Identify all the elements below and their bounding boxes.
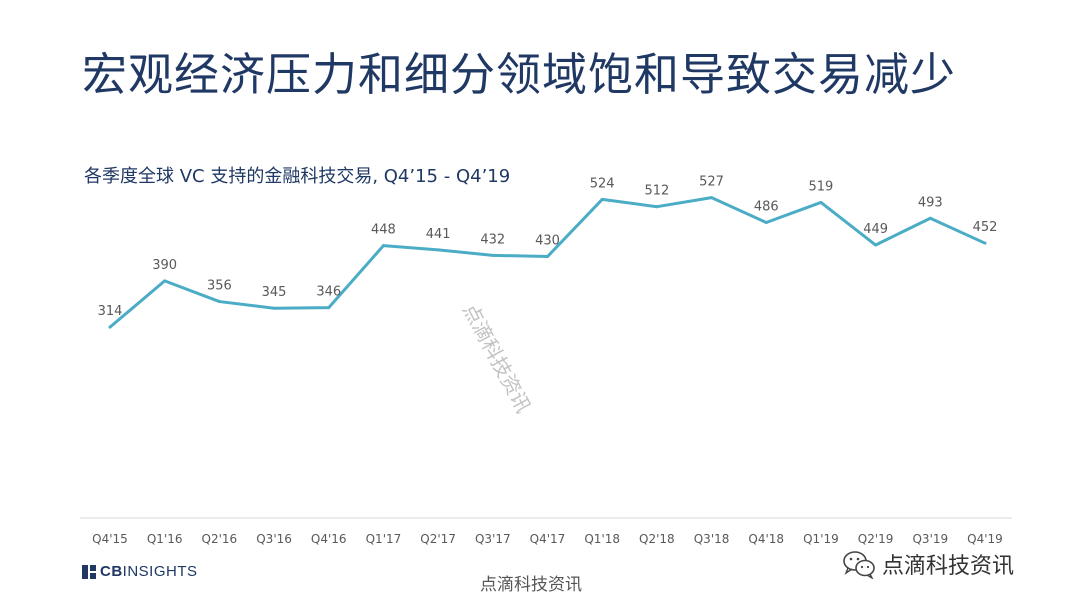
data-point — [819, 200, 823, 204]
data-point — [710, 196, 714, 200]
data-point — [327, 306, 331, 310]
wechat-icon — [843, 551, 875, 579]
x-tick-label: Q2'18 — [639, 532, 675, 546]
data-label: 527 — [699, 175, 724, 190]
x-tick-label: Q2'19 — [858, 532, 894, 546]
data-label: 524 — [590, 176, 615, 191]
page-title: 宏观经济压力和细分领域饱和导致交易减少 — [82, 48, 957, 101]
data-label: 493 — [918, 195, 943, 210]
data-label: 448 — [371, 223, 396, 238]
x-tick-label: Q4'18 — [748, 532, 784, 546]
x-tick-label: Q1'19 — [803, 532, 839, 546]
data-point — [928, 216, 932, 220]
data-label: 449 — [863, 222, 888, 237]
wechat-account-name: 点滴科技资讯 — [882, 554, 1015, 579]
data-point — [217, 300, 221, 304]
x-tick-label: Q3'17 — [475, 532, 511, 546]
data-label: 486 — [754, 200, 779, 215]
data-label: 441 — [426, 227, 451, 242]
data-point — [108, 325, 112, 329]
series-line — [109, 196, 986, 329]
data-point — [163, 279, 167, 283]
data-point — [764, 221, 768, 225]
wechat-account: 点滴科技资讯 — [842, 548, 1014, 580]
x-tick-label: Q1'18 — [584, 532, 620, 546]
data-label: 512 — [644, 184, 669, 199]
cb-logo-text: CBINSIGHTS — [100, 563, 198, 580]
x-tick-label: Q4'17 — [530, 532, 566, 546]
data-point — [436, 248, 440, 252]
x-tick-label: Q4'16 — [311, 532, 347, 546]
data-label: 519 — [809, 179, 834, 194]
x-tick-label: Q3'16 — [256, 532, 292, 546]
data-point — [874, 243, 878, 247]
x-tick-label: Q3'18 — [694, 532, 730, 546]
x-tick-label: Q2'16 — [202, 532, 238, 546]
chart-title: 各季度全球 VC 支持的金融科技交易, Q4’15 - Q4’19 — [84, 166, 511, 187]
cb-insights-logo: CBINSIGHTS — [82, 563, 198, 580]
x-tick-label: Q1'16 — [147, 532, 183, 546]
data-point — [272, 306, 276, 310]
data-label: 430 — [535, 234, 560, 249]
data-label: 390 — [152, 258, 177, 273]
data-label: 346 — [316, 285, 341, 300]
bottom-watermark: 点滴科技资讯 — [480, 575, 582, 595]
data-point — [546, 255, 549, 259]
data-label: 314 — [98, 304, 123, 319]
x-tick-label: Q1'17 — [366, 532, 402, 546]
cb-logo-icon — [82, 564, 96, 579]
x-tick-label: Q2'17 — [420, 532, 456, 546]
data-point — [600, 197, 604, 201]
x-tick-label: Q4'15 — [92, 532, 128, 546]
data-point — [381, 244, 385, 248]
x-tick-label: Q4'19 — [967, 532, 1003, 546]
x-tick-label: Q3'19 — [912, 532, 948, 546]
data-label: 356 — [207, 279, 232, 294]
data-label: 432 — [480, 232, 505, 247]
data-label: 345 — [262, 285, 287, 300]
data-label: 452 — [973, 220, 998, 235]
data-point — [983, 241, 987, 245]
data-point — [491, 253, 495, 257]
data-point — [655, 205, 659, 209]
